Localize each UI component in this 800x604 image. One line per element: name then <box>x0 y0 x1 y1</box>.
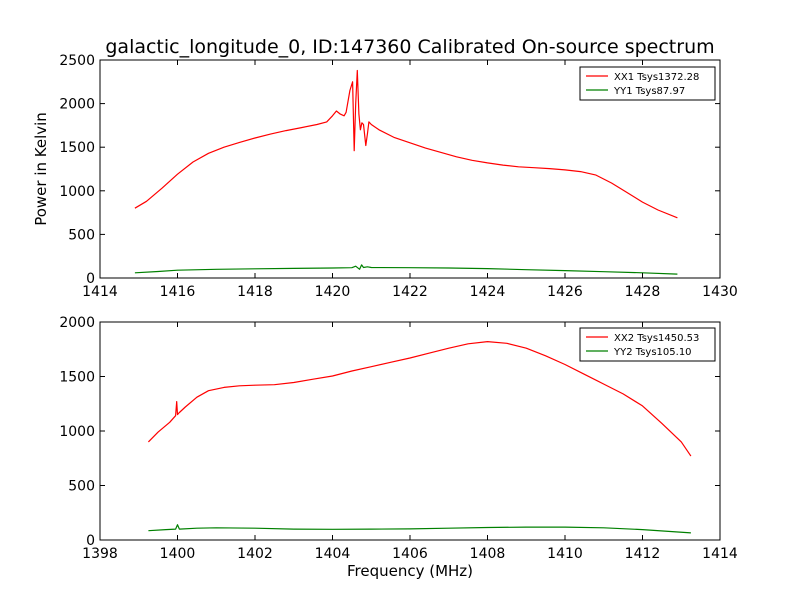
top-y-tick-label: 1000 <box>59 184 95 200</box>
top-y-tick-label: 2500 <box>59 53 95 69</box>
bottom-x-tick-label: 1406 <box>392 546 428 562</box>
bottom-x-tick-label: 1414 <box>702 546 738 562</box>
top-series-line-yy <box>134 264 678 275</box>
bottom-y-tick-label: 1000 <box>59 424 95 440</box>
bottom-panel: 1398 1400 1402 1404 1406 1408 1410 1412 1414 0 500… <box>59 315 738 580</box>
top-y-axis-label: Power in Kelvin <box>32 112 50 226</box>
bottom-x-tick-label: 1398 <box>82 546 118 562</box>
bottom-legend-entry: XX2 Tsys1450.53 <box>614 333 699 344</box>
top-x-tick-label: 1426 <box>547 284 583 300</box>
bottom-x-tick-label: 1408 <box>470 546 506 562</box>
top-x-tick-label: 1418 <box>237 284 273 300</box>
figure-title: galactic_longitude_0, ID:147360 Calibrat… <box>105 36 714 58</box>
bottom-legend-box <box>579 327 716 362</box>
top-legend-box <box>579 66 716 101</box>
top-x-tick-label: 1420 <box>315 284 351 300</box>
top-series-line-xx <box>134 69 678 219</box>
bottom-legend-entry: YY2 Tsys105.10 <box>613 347 692 358</box>
top-x-tick-label: 1428 <box>625 284 661 300</box>
top-x-tick-label: 1430 <box>702 284 738 300</box>
top-x-tick-label: 1424 <box>470 284 506 300</box>
top-panel: 1414 1416 1418 1420 1422 1424 1426 1428 1430 0 500… <box>32 53 738 300</box>
top-y-tick-label: 0 <box>86 271 95 287</box>
bottom-y-tick-label: 2000 <box>59 315 95 331</box>
bottom-legend: XX2 Tsys1450.53 YY2 Tsys105.10 <box>579 327 716 362</box>
bottom-y-tick-label: 0 <box>86 533 95 549</box>
bottom-x-tick-label: 1412 <box>625 546 661 562</box>
bottom-x-tick-label: 1400 <box>160 546 196 562</box>
bottom-x-axis-label: Frequency (MHz) <box>347 562 473 580</box>
top-y-tick-label: 1500 <box>59 140 95 156</box>
top-legend: XX1 Tsys1372.28 YY1 Tsys87.97 <box>579 66 716 101</box>
top-legend-entry: XX1 Tsys1372.28 <box>614 72 699 83</box>
bottom-series-line-yy <box>148 524 691 534</box>
top-x-tick-label: 1422 <box>392 284 428 300</box>
bottom-y-tick-label: 500 <box>68 479 95 495</box>
bottom-x-tick-label: 1402 <box>237 546 273 562</box>
top-y-tick-label: 500 <box>68 227 95 243</box>
bottom-x-tick-label: 1410 <box>547 546 583 562</box>
bottom-y-tick-label: 1500 <box>59 370 95 386</box>
top-legend-entry: YY1 Tsys87.97 <box>613 86 685 97</box>
bottom-series-line-xx <box>147 341 692 457</box>
top-y-tick-label: 2000 <box>59 97 95 113</box>
bottom-x-tick-label: 1404 <box>315 546 351 562</box>
top-x-tick-label: 1416 <box>160 284 196 300</box>
top-x-tick-label: 1414 <box>82 284 118 300</box>
